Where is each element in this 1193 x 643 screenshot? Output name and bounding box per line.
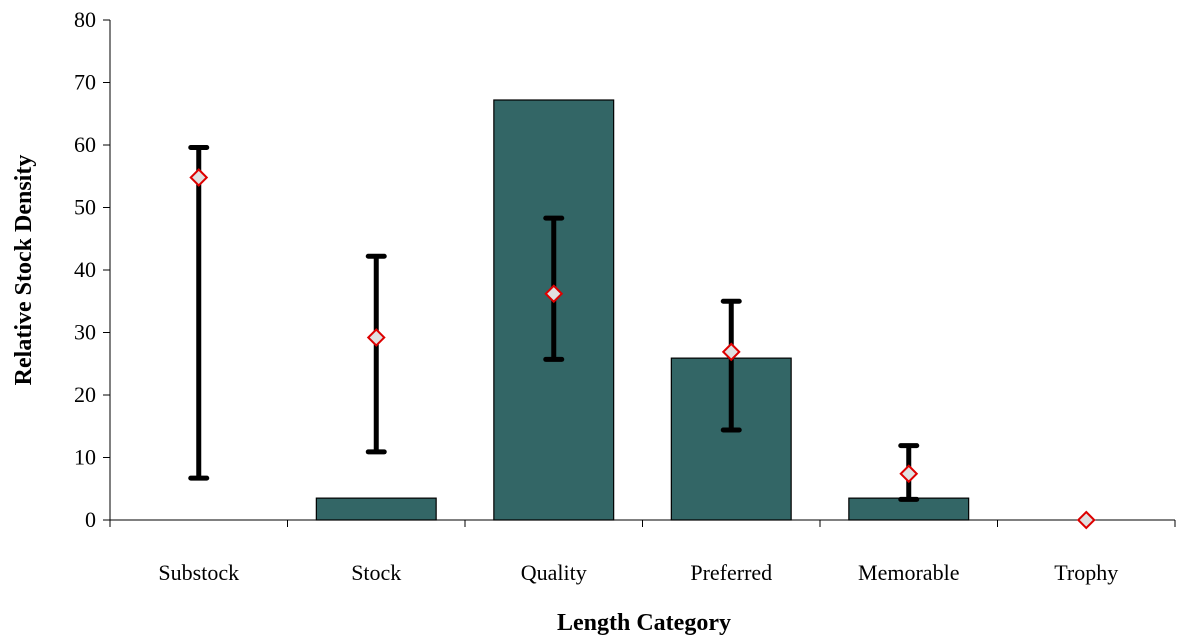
bar xyxy=(315,497,437,521)
data-point-diamond xyxy=(544,284,564,304)
point-series xyxy=(189,168,1096,530)
x-axis: Substock Stock Quality Preferred Memorable Tr… xyxy=(109,519,1176,585)
x-tick-label: Substock xyxy=(158,560,239,585)
x-tick-label: Stock xyxy=(351,560,401,585)
y-tick-label: 80 xyxy=(74,7,96,32)
data-point-diamond xyxy=(721,342,741,362)
y-tick-label: 60 xyxy=(74,132,96,157)
x-tick-label: Memorable xyxy=(858,560,959,585)
error-bar-series xyxy=(188,145,920,502)
y-tick-label: 10 xyxy=(74,445,96,470)
data-point-diamond xyxy=(1076,510,1096,530)
x-tick-label: Preferred xyxy=(690,560,772,585)
x-tick-label: Quality xyxy=(521,560,587,585)
y-axis: 0 10 20 30 40 50 60 70 80 xyxy=(74,7,111,532)
y-tick-label: 0 xyxy=(85,507,96,532)
data-point-diamond xyxy=(366,328,386,347)
y-tick-label: 70 xyxy=(74,70,96,95)
y-tick-label: 30 xyxy=(74,320,96,345)
y-tick-label: 20 xyxy=(74,382,96,407)
bar-series xyxy=(315,99,970,521)
data-point-diamond xyxy=(189,168,209,187)
data-point-diamond xyxy=(899,464,919,484)
x-axis-title: Length Category xyxy=(557,610,731,636)
y-tick-label: 50 xyxy=(74,195,96,220)
y-axis-title: Relative Stock Density xyxy=(11,155,37,386)
y-tick-label: 40 xyxy=(74,257,96,282)
x-tick-label: Trophy xyxy=(1054,560,1118,585)
